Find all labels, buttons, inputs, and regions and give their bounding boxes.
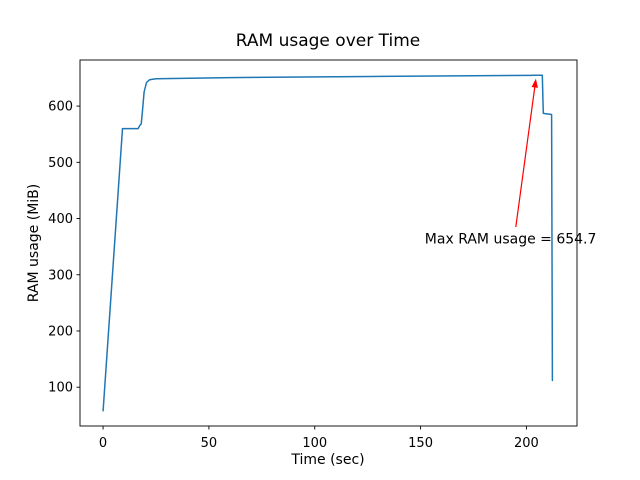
chart-title: RAM usage over Time: [236, 31, 420, 51]
x-axis-ticks: 0 50 100 150 200: [99, 426, 539, 451]
x-axis-label: Time (sec): [290, 452, 364, 468]
tick-label: 300: [48, 268, 73, 283]
tick-label: 0: [99, 436, 107, 451]
annotation-arrowhead: [531, 78, 538, 88]
tick-label: 400: [48, 212, 73, 227]
tick-label: 50: [201, 436, 218, 451]
annotation-arrow: [515, 85, 536, 228]
ram-usage-line: [102, 74, 554, 412]
tick-label: 200: [48, 324, 73, 339]
tick-label: 600: [48, 100, 73, 115]
tick-label: 100: [302, 436, 327, 451]
y-axis-ticks: 100 200 300 400 500 600: [48, 100, 80, 396]
y-axis-label: RAM usage (MiB): [26, 184, 42, 302]
tick-label: 100: [48, 381, 73, 396]
plot-border: [79, 59, 578, 427]
plot-area: [80, 60, 577, 426]
max-ram-annotation: Max RAM usage = 654.7: [425, 231, 597, 247]
tick-label: 150: [408, 436, 433, 451]
tick-label: 200: [514, 436, 539, 451]
tick-label: 500: [48, 156, 73, 171]
